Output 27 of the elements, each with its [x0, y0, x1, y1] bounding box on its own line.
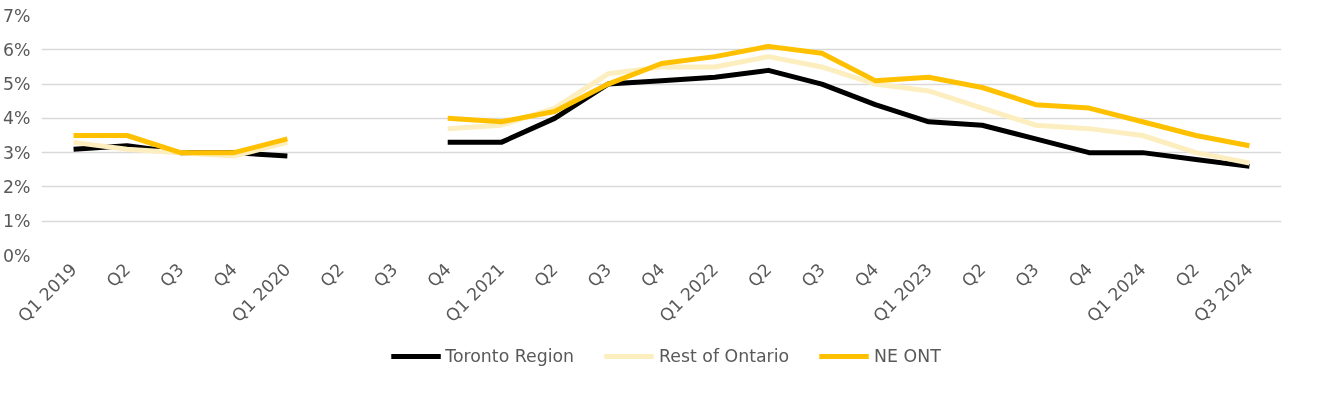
y-tick-label: 2%: [3, 176, 31, 197]
x-tick-label: Q3: [797, 259, 829, 292]
x-tick-label: Q4: [636, 259, 669, 292]
x-tick-label: Q2: [102, 259, 135, 292]
legend-label: Toronto Region: [445, 346, 575, 366]
legend-label: Rest of Ontario: [659, 346, 790, 366]
x-tick-label: Q3: [1011, 259, 1043, 292]
x-tick-label: Q2: [743, 259, 776, 292]
y-tick-label: 7%: [3, 5, 31, 26]
y-tick-label: 3%: [3, 142, 31, 163]
y-tick-label: 5%: [3, 74, 31, 95]
x-tick-label: Q3: [369, 259, 402, 292]
x-tick-label: Q4: [1064, 259, 1097, 292]
x-tick-label: Q3: [583, 259, 616, 292]
x-tick-label: Q4: [423, 259, 455, 292]
x-tick-label: Q4: [209, 259, 241, 292]
x-tick-label: Q2: [957, 259, 990, 292]
x-tick-label: Q2: [1171, 259, 1204, 292]
y-tick-label: 6%: [3, 39, 31, 60]
y-tick-label: 1%: [3, 211, 31, 232]
x-tick-label: Q2: [316, 259, 348, 292]
y-tick-label: 4%: [3, 108, 31, 129]
x-tick-label: Q4: [850, 259, 883, 292]
x-tick-label: Q3: [155, 259, 188, 292]
x-tick-label: Q2: [530, 259, 562, 292]
legend-label: NE ONT: [874, 346, 941, 366]
y-tick-label: 0%: [3, 245, 31, 266]
